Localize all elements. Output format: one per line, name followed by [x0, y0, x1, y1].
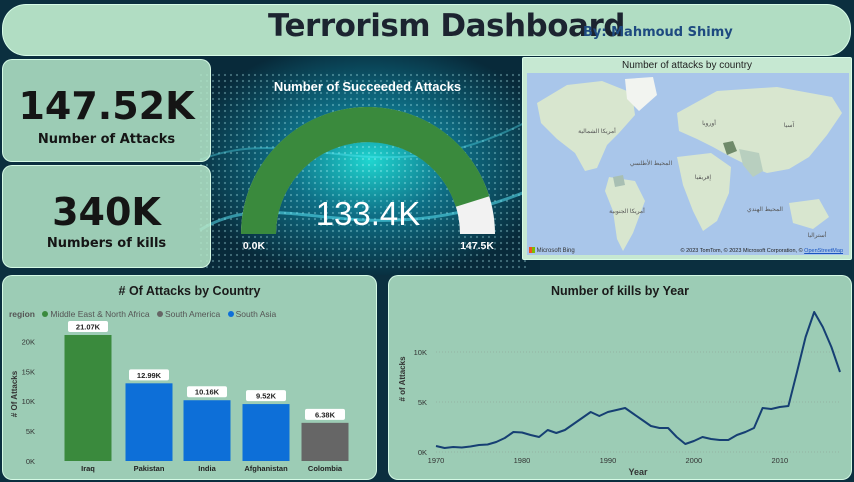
bar-value-label-bg — [187, 386, 227, 398]
bar-category-label: Colombia — [308, 464, 343, 473]
bar-chart: # Of Attacks 0K 5K 10K 15K 20K 21.07K Iraq 12.9… — [10, 321, 349, 473]
gauge-max-label: 147.5K — [460, 240, 494, 252]
bar-colombia — [301, 422, 349, 461]
legend-dot-south-asia — [227, 311, 234, 317]
legend-title: region — [9, 309, 35, 319]
legend-dot-mena — [42, 311, 49, 317]
bar-value-label-bg — [68, 321, 108, 332]
line-y-tick: 0K — [418, 448, 427, 457]
bing-icon — [529, 247, 535, 253]
world-map[interactable]: أمريكا الشمالية أوروبا آسيا المحيط الأطل… — [527, 73, 849, 255]
line-x-tick: 1990 — [600, 456, 617, 465]
map-title: Number of attacks by country — [621, 60, 753, 71]
kpi-attacks-value: 147.52K — [18, 84, 195, 128]
attacks-by-country-panel[interactable]: # Of Attacks by Country region Middle Ea… — [2, 275, 377, 480]
bar-chart-legend: region Middle East & North Africa South … — [9, 309, 276, 319]
page-title: Terrorism Dashboard — [268, 8, 625, 44]
bar-y-tick: 20K — [22, 337, 35, 346]
region-colombia-shade — [613, 175, 625, 187]
region-south-asia-shade — [739, 149, 763, 177]
kpi-kills-value: 340K — [52, 190, 161, 234]
bar-value-label-bg — [305, 408, 345, 420]
gauge-value: 133.4K — [316, 195, 421, 232]
line-y-tick: 5K — [418, 398, 427, 407]
bar-india — [183, 400, 231, 461]
bar-value-label: 6.38K — [315, 410, 336, 419]
bar-value-label-bg — [129, 369, 169, 381]
bar-value-label: 21.07K — [76, 323, 101, 332]
landmass-north-america — [537, 81, 635, 171]
bing-logo: Microsoft Bing — [529, 247, 575, 254]
map-label-africa: إفريقيا — [695, 174, 712, 181]
line-chart-x-axis-label: Year — [628, 467, 648, 477]
gauge-title: Number of Succeeded Attacks — [273, 79, 462, 94]
map-label-europe: أوروبا — [702, 118, 716, 127]
map-label-atlantic: المحيط الأطلسي — [630, 158, 673, 167]
bar-y-tick: 0K — [26, 457, 35, 466]
bar-category-label: India — [198, 464, 216, 473]
kpi-card-kills[interactable]: 340K Numbers of kills — [2, 165, 211, 268]
landmass-australia — [789, 199, 829, 229]
bar-category-label: Pakistan — [134, 464, 165, 473]
legend-item-mena[interactable]: Middle East & North Africa — [50, 309, 150, 319]
author-label: By: Mahmoud Shimy — [583, 25, 733, 40]
bar-iraq — [64, 335, 112, 461]
gauge-chart: 133.4K 0.0K 147.5K — [240, 106, 495, 252]
bar-chart-y-axis-label: # Of Attacks — [10, 370, 19, 417]
bing-label: Microsoft Bing — [536, 248, 575, 254]
map-label-australia: أستراليا — [808, 230, 827, 239]
gauge-min-label: 0.0K — [243, 240, 266, 252]
osm-link[interactable]: OpenStreetMap — [804, 248, 843, 254]
bar-value-label: 10.16K — [195, 388, 220, 397]
map-copyright: © 2023 TomTom, © 2023 Microsoft Corporat… — [681, 248, 843, 254]
map-label-asia: آسيا — [784, 121, 795, 129]
kpi-attacks-label: Number of Attacks — [37, 132, 176, 147]
bar-chart-title: # Of Attacks by Country — [118, 284, 261, 298]
legend-dot-south-america — [156, 311, 163, 317]
map-label-north-america: أمريكا الشمالية — [578, 126, 616, 135]
bar-pakistan — [125, 383, 173, 461]
kpi-kills-label: Numbers of kills — [46, 236, 167, 251]
kills-line-series — [435, 311, 841, 449]
landmass-eurasia — [677, 87, 842, 173]
legend-item-south-america[interactable]: South America — [164, 309, 221, 319]
line-y-tick: 10K — [414, 348, 427, 357]
gauge-fill — [240, 106, 490, 234]
bar-category-label: Afghanistan — [244, 464, 288, 473]
line-x-tick: 2010 — [771, 456, 788, 465]
bar-y-tick: 5K — [26, 427, 35, 436]
kills-by-year-panel[interactable]: Number of kills by Year # of Attacks Yea… — [388, 275, 852, 480]
landmass-south-america — [605, 177, 645, 251]
bar-value-label-bg — [246, 390, 286, 402]
title-bar — [2, 4, 851, 56]
line-chart: # of Attacks Year 0K 5K 10K 1970 1980 1990 200… — [398, 311, 841, 477]
map-panel[interactable]: Number of attacks by country أمريكا الشم… — [522, 57, 852, 260]
line-x-tick: 1980 — [514, 456, 531, 465]
region-iraq-shade — [723, 141, 737, 155]
line-chart-y-axis-label: # of Attacks — [398, 356, 407, 402]
bar-afghanistan — [242, 404, 290, 461]
copyright-text: © 2023 TomTom, © 2023 Microsoft Corporat… — [680, 248, 803, 254]
landmass-greenland — [625, 77, 657, 111]
bar-value-label: 12.99K — [137, 371, 162, 380]
bar-value-label: 9.52K — [256, 392, 277, 401]
kpi-card-attacks[interactable]: 147.52K Number of Attacks — [2, 59, 211, 162]
legend-item-south-asia[interactable]: South Asia — [235, 309, 277, 319]
bar-y-tick: 15K — [22, 367, 35, 376]
gauge-panel[interactable]: Number of Succeeded Attacks 133.4K 0.0K … — [215, 62, 520, 267]
map-label-indian-ocean: المحيط الهندي — [747, 206, 783, 213]
line-x-tick: 1970 — [428, 456, 445, 465]
bar-y-tick: 10K — [22, 397, 35, 406]
map-label-south-america: أمريكا الجنوبية — [609, 206, 645, 215]
line-x-tick: 2000 — [686, 456, 703, 465]
line-chart-title: Number of kills by Year — [550, 284, 690, 298]
landmass-africa — [677, 153, 731, 231]
bar-category-label: Iraq — [81, 464, 95, 473]
